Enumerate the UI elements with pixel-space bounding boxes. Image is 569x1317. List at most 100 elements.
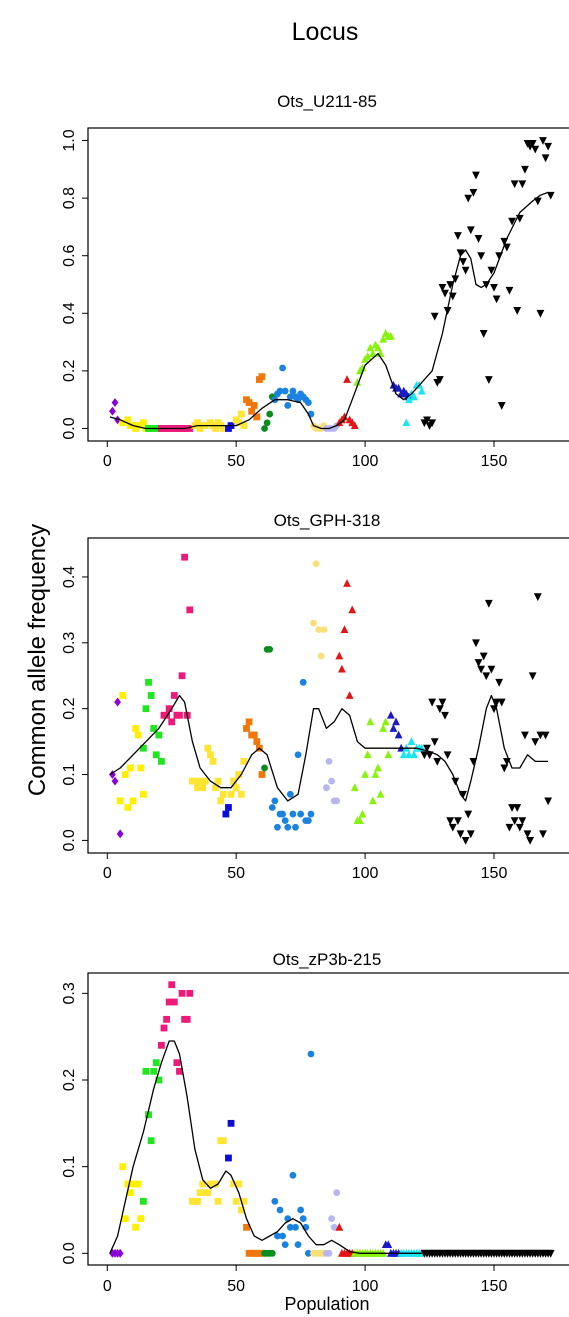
data-point <box>222 810 230 818</box>
data-point <box>299 1215 307 1223</box>
data-point <box>384 1240 393 1249</box>
data-point <box>299 678 307 686</box>
data-point <box>292 1223 299 1231</box>
data-point <box>145 678 152 686</box>
data-point <box>407 737 416 746</box>
data-point <box>227 790 235 798</box>
data-point <box>366 343 375 352</box>
data-point <box>186 606 194 614</box>
data-point <box>178 989 186 997</box>
data-point <box>518 180 527 189</box>
data-point <box>194 784 201 792</box>
data-point <box>320 626 328 634</box>
data-point <box>410 392 418 401</box>
data-point <box>487 665 496 674</box>
data-point <box>484 599 493 608</box>
data-point <box>163 1015 170 1023</box>
data-point <box>230 777 238 785</box>
data-point <box>181 553 189 561</box>
data-point <box>469 188 478 197</box>
data-point <box>368 796 377 805</box>
data-point <box>304 817 312 825</box>
data-point <box>129 797 137 805</box>
x-tick-label: 150 <box>481 1278 508 1295</box>
data-point <box>368 349 377 358</box>
y-tick-label: 0.0 <box>61 829 78 851</box>
y-tick-label: 0.0 <box>61 1242 78 1264</box>
data-point <box>428 419 437 428</box>
data-point <box>137 764 145 772</box>
data-point <box>158 757 165 765</box>
data-point <box>363 750 372 759</box>
panel-title: Ots_GPH-318 <box>274 511 381 530</box>
data-point <box>477 252 486 261</box>
data-point <box>127 764 134 772</box>
data-point <box>356 816 364 825</box>
data-point <box>165 705 173 713</box>
data-point <box>343 375 351 383</box>
data-point <box>168 718 176 726</box>
data-point <box>139 790 147 798</box>
data-point <box>250 402 258 409</box>
data-point <box>438 283 447 292</box>
data-point <box>531 145 540 154</box>
data-point <box>363 352 372 360</box>
data-point <box>541 154 550 163</box>
data-point <box>448 823 457 832</box>
data-point <box>539 830 547 839</box>
data-point <box>325 1249 333 1257</box>
data-point <box>227 1119 235 1127</box>
data-point <box>127 1189 134 1197</box>
data-point <box>199 1180 207 1188</box>
data-point <box>284 823 292 831</box>
y-axis-label: Common allele frequency <box>24 524 51 796</box>
data-point <box>289 1171 297 1179</box>
data-point <box>176 1067 183 1075</box>
data-point <box>237 1206 245 1214</box>
y-tick-label: 0.6 <box>61 244 78 266</box>
data-point <box>546 1249 555 1258</box>
data-point <box>461 266 470 275</box>
data-point <box>340 412 349 421</box>
data-point <box>237 790 245 798</box>
data-point <box>343 579 351 587</box>
data-point <box>286 393 294 401</box>
data-point <box>281 1241 289 1249</box>
data-point <box>310 619 317 627</box>
data-point <box>451 275 460 284</box>
data-point <box>526 837 534 845</box>
data-point <box>258 771 266 778</box>
data-point <box>502 243 511 252</box>
data-point <box>495 678 504 687</box>
data-point <box>114 415 121 425</box>
data-point <box>139 419 147 427</box>
data-point <box>240 757 248 765</box>
data-point <box>152 751 160 759</box>
data-point <box>168 981 176 989</box>
data-point <box>410 750 418 759</box>
panels: Ots_U211-850 50 100 1500.00.20.40.60.81.0Ot… <box>61 92 569 1314</box>
data-point <box>121 1215 129 1223</box>
data-point <box>253 738 261 746</box>
data-point <box>405 750 413 759</box>
data-point <box>240 1197 248 1205</box>
data-point <box>191 777 199 785</box>
data-point <box>217 797 225 805</box>
data-point <box>219 790 227 798</box>
data-point <box>435 376 444 384</box>
data-point <box>284 402 292 409</box>
data-point <box>243 1223 250 1231</box>
data-point <box>371 770 380 778</box>
data-point <box>268 804 276 811</box>
data-point <box>428 698 437 707</box>
y-tick-label: 0.2 <box>61 697 78 719</box>
data-point <box>539 137 547 145</box>
x-tick-label: 0 <box>103 453 112 470</box>
y-tick-label: 0.2 <box>61 360 78 382</box>
data-point <box>279 364 286 372</box>
data-point <box>423 744 431 753</box>
data-point <box>134 731 142 739</box>
data-point <box>505 286 514 295</box>
data-point <box>510 180 519 189</box>
